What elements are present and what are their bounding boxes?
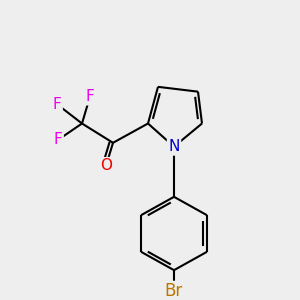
- Text: F: F: [85, 89, 94, 104]
- Text: Br: Br: [165, 282, 183, 300]
- Text: F: F: [54, 132, 62, 147]
- Text: F: F: [52, 97, 62, 112]
- Text: N: N: [168, 139, 180, 154]
- Text: O: O: [100, 158, 112, 173]
